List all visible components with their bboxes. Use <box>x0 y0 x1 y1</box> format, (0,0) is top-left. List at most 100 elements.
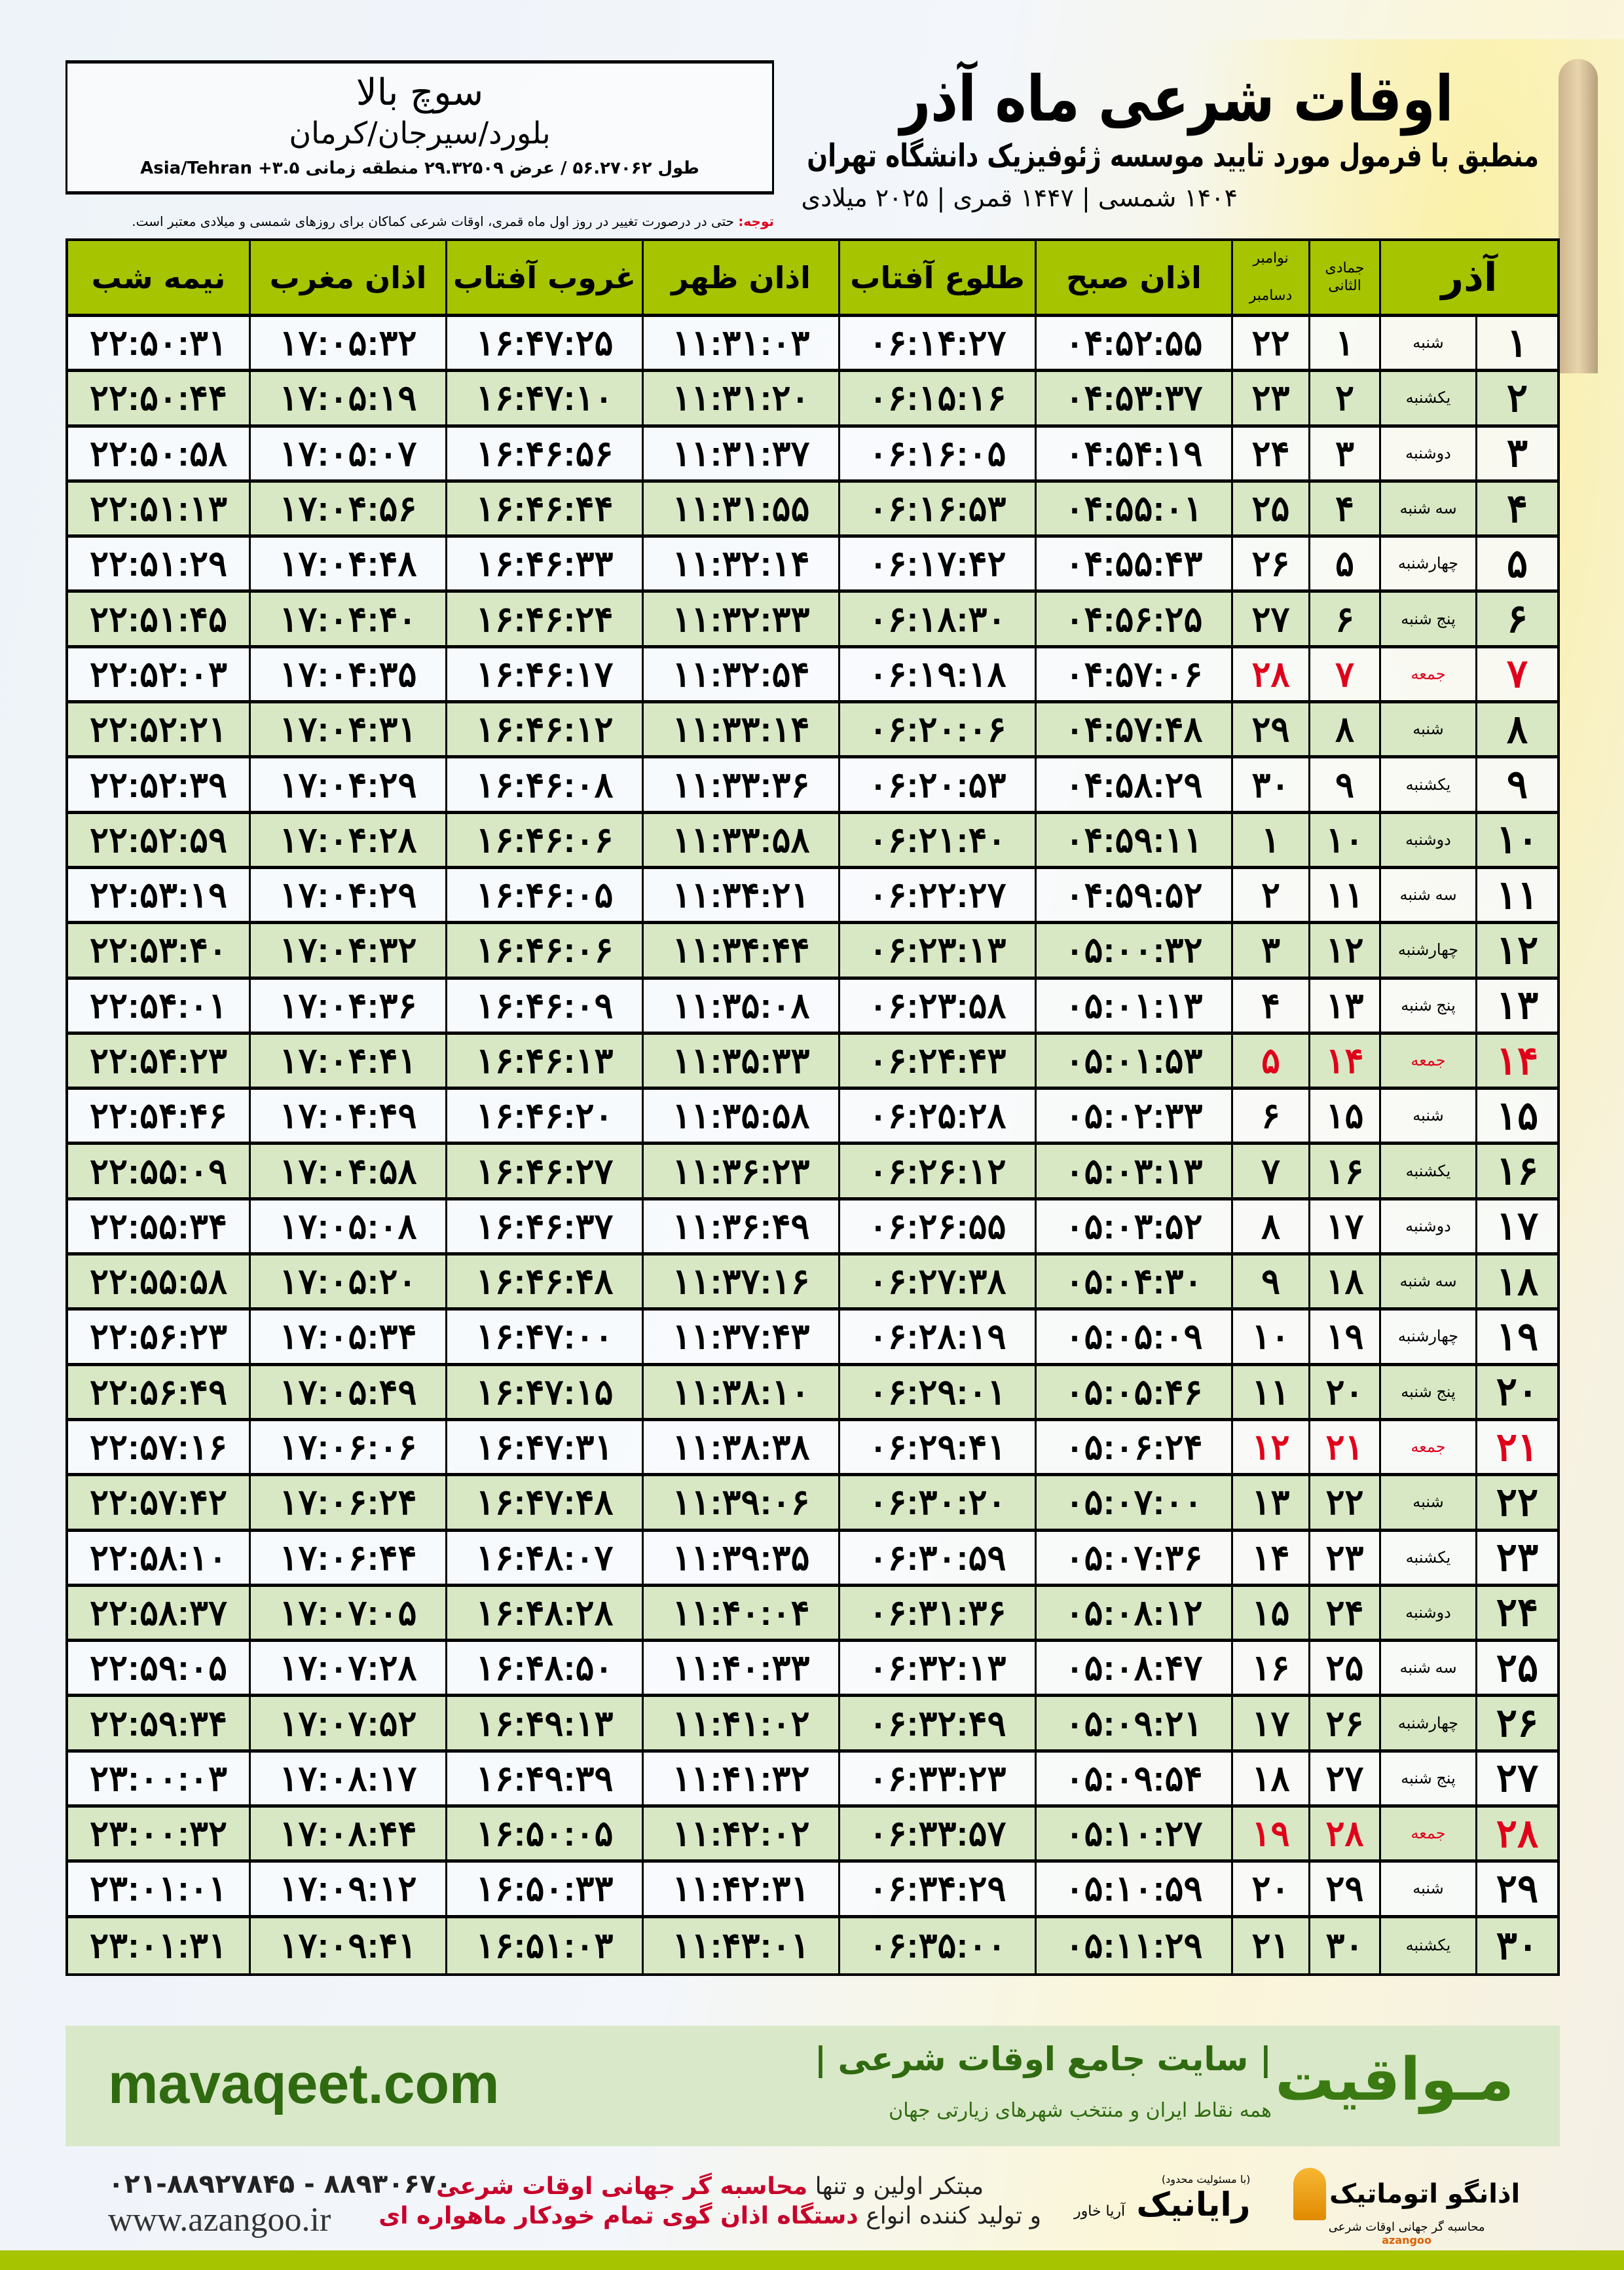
cell-dhuhr: ۱۱:۳۵:۳۳ <box>642 1034 838 1087</box>
cell-sunrise: ۰۶:۳۱:۳۶ <box>838 1586 1035 1639</box>
cell-gregorian: ۲۲ <box>1231 317 1308 369</box>
cell-fajr: ۰۵:۰۰:۳۲ <box>1035 924 1231 977</box>
banner-slogan-secondary: همه نقاط ایران و منتخب شهرهای زیارتی جها… <box>889 2099 1272 2122</box>
cell-fajr: ۰۴:۵۴:۱۹ <box>1035 427 1231 479</box>
cell-weekday: جمعه <box>1379 1808 1475 1860</box>
cell-dhuhr: ۱۱:۳۳:۳۶ <box>642 758 838 811</box>
cell-midnight: ۲۲:۵۸:۳۷ <box>90 1593 227 1633</box>
cell-hijri: ۸ <box>1308 703 1379 756</box>
cell-gregorian: ۷ <box>1231 1145 1308 1197</box>
cell-gregorian: ۳ <box>1231 924 1308 977</box>
cell-gregorian: ۱۲ <box>1231 1421 1308 1474</box>
cell-dhuhr: ۱۱:۳۱:۰۳ <box>642 317 838 369</box>
table-header: آذر جمادی الثانی نوامبر دسامبر اذان صبح ط… <box>68 241 1557 317</box>
cell-weekday: چهارشنبه <box>1379 538 1475 590</box>
cell-sunset: ۱۶:۴۶:۳۷ <box>445 1200 642 1253</box>
cell-maghrib: ۱۷:۰۴:۳۲ <box>249 924 445 977</box>
cell-sunrise: ۰۶:۳۰:۲۰ <box>838 1476 1035 1529</box>
cell-gregorian: ۲۵ <box>1231 482 1308 535</box>
cell-fajr: ۰۵:۰۷:۰۰ <box>1035 1476 1231 1529</box>
cell-weekday: یکشنبه <box>1379 372 1475 424</box>
cell-sunset: ۱۶:۴۸:۲۸ <box>445 1586 642 1639</box>
cell-hijri: ۳ <box>1308 427 1379 479</box>
ad-line2-highlight: دستگاه اذان گوی تمام خودکار ماهواره ای <box>378 2203 858 2229</box>
table-row: ۲۹ شنبه ۲۹ ۲۰ ۰۵:۱۰:۵۹ ۰۶:۳۴:۲۹ ۱۱:۴۲:۳۱ ۱۶:۵۰:… <box>68 1863 1557 1918</box>
cell-hijri: ۱۴ <box>1308 1034 1379 1087</box>
note: توجه: حتی در درصورت تغییر در روز اول ماه… <box>65 214 774 229</box>
cell-hijri: ۲۳ <box>1308 1531 1379 1584</box>
cell-gregorian: ۱ <box>1231 813 1308 866</box>
cell-dhuhr: ۱۱:۳۹:۰۶ <box>642 1476 838 1529</box>
cell-day: ۲۵ <box>1475 1642 1557 1694</box>
cell-sunset: ۱۶:۴۹:۳۹ <box>445 1752 642 1805</box>
cell-sunrise: ۰۶:۳۳:۲۳ <box>838 1752 1035 1805</box>
cell-dhuhr: ۱۱:۳۱:۲۰ <box>642 372 838 424</box>
cell-sunset: ۱۶:۵۱:۰۳ <box>445 1918 642 1973</box>
cell-sunrise: ۰۶:۱۵:۱۶ <box>838 372 1035 424</box>
cell-gregorian: ۲۳ <box>1231 372 1308 424</box>
cell-weekday: یکشنبه <box>1379 1531 1475 1584</box>
cell-gregorian: ۲۱ <box>1231 1918 1308 1973</box>
cell-maghrib: ۱۷:۰۴:۵۸ <box>249 1145 445 1197</box>
cell-hijri: ۱۶ <box>1308 1145 1379 1197</box>
cell-midnight: ۲۲:۵۸:۱۰ <box>90 1538 227 1578</box>
cell-sunset: ۱۶:۴۶:۵۶ <box>445 427 642 479</box>
cell-midnight: ۲۲:۵۹:۳۴ <box>90 1703 227 1743</box>
cell-midnight: ۲۲:۵۲:۳۹ <box>90 765 227 805</box>
cell-maghrib: ۱۷:۰۵:۲۰ <box>249 1256 445 1308</box>
cell-fajr: ۰۵:۰۳:۱۳ <box>1035 1145 1231 1197</box>
cell-maghrib: ۱۷:۰۴:۵۶ <box>249 482 445 535</box>
cell-sunrise: ۰۶:۳۲:۴۹ <box>838 1697 1035 1749</box>
year-line: ۱۴۰۴ شمسی | ۱۴۴۷ قمری | ۲۰۲۵ میلادی <box>801 183 1238 212</box>
cell-hijri: ۷ <box>1308 648 1379 701</box>
cell-fajr: ۰۵:۰۷:۳۶ <box>1035 1531 1231 1584</box>
cell-midnight: ۲۳:۰۰:۳۲ <box>90 1814 227 1854</box>
header-sunset: غروب آفتاب <box>445 241 642 314</box>
rayanik-name: رایانیک <box>1136 2186 1251 2223</box>
cell-fajr: ۰۵:۱۰:۲۷ <box>1035 1808 1231 1860</box>
cell-sunset: ۱۶:۴۶:۲۴ <box>445 593 642 645</box>
cell-day: ۱۸ <box>1475 1256 1557 1308</box>
cell-sunrise: ۰۶:۱۹:۱۸ <box>838 648 1035 701</box>
cell-fajr: ۰۴:۵۷:۴۸ <box>1035 703 1231 756</box>
cell-sunset: ۱۶:۴۷:۲۵ <box>445 317 642 369</box>
cell-gregorian: ۲۹ <box>1231 703 1308 756</box>
table-row: ۲۰ پنج شنبه ۲۰ ۱۱ ۰۵:۰۵:۴۶ ۰۶:۲۹:۰۱ ۱۱:۳۸:۱۰ ۱۶… <box>68 1366 1557 1421</box>
site-link[interactable]: mavaqeet.com <box>108 2053 500 2115</box>
azangoo-latin: azangoo <box>1382 2234 1431 2246</box>
table-row: ۲۷ پنج شنبه ۲۷ ۱۸ ۰۵:۰۹:۵۴ ۰۶:۳۳:۲۳ ۱۱:۴۱:۳۲ ۱۶… <box>68 1752 1557 1808</box>
prayer-times-table: آذر جمادی الثانی نوامبر دسامبر اذان صبح ط… <box>65 238 1560 1976</box>
cell-hijri: ۲۰ <box>1308 1366 1379 1418</box>
cell-gregorian: ۱۸ <box>1231 1752 1308 1805</box>
header-azar: آذر <box>1379 241 1557 314</box>
cell-weekday: یکشنبه <box>1379 758 1475 811</box>
cell-sunset: ۱۶:۴۶:۰۸ <box>445 758 642 811</box>
azangoo-link[interactable]: www.azangoo.ir <box>108 2201 331 2239</box>
cell-hijri: ۶ <box>1308 593 1379 645</box>
cell-weekday: دوشنبه <box>1379 813 1475 866</box>
cell-sunrise: ۰۶:۳۲:۱۳ <box>838 1642 1035 1694</box>
cell-hijri: ۲۱ <box>1308 1421 1379 1474</box>
cell-day: ۴ <box>1475 482 1557 535</box>
cell-hijri: ۱۲ <box>1308 924 1379 977</box>
ad-line1: مبتکر اولین و تنها <box>807 2173 984 2200</box>
cell-fajr: ۰۵:۱۱:۲۹ <box>1035 1918 1231 1973</box>
cell-gregorian: ۱۵ <box>1231 1586 1308 1639</box>
cell-dhuhr: ۱۱:۳۷:۱۶ <box>642 1256 838 1308</box>
table-row: ۶ پنج شنبه ۶ ۲۷ ۰۴:۵۶:۲۵ ۰۶:۱۸:۳۰ ۱۱:۳۲:۳۳ ۱۶:۴… <box>68 593 1557 648</box>
cell-maghrib: ۱۷:۰۵:۴۹ <box>249 1366 445 1418</box>
cell-sunrise: ۰۶:۳۰:۵۹ <box>838 1531 1035 1584</box>
cell-maghrib: ۱۷:۰۵:۱۹ <box>249 372 445 424</box>
cell-hijri: ۲۷ <box>1308 1752 1379 1805</box>
table-row: ۲۲ شنبه ۲۲ ۱۳ ۰۵:۰۷:۰۰ ۰۶:۳۰:۲۰ ۱۱:۳۹:۰۶ ۱۶:۴۷:… <box>68 1476 1557 1532</box>
cell-dhuhr: ۱۱:۴۲:۳۱ <box>642 1863 838 1915</box>
cell-fajr: ۰۴:۵۵:۴۳ <box>1035 538 1231 590</box>
cell-day: ۱۹ <box>1475 1311 1557 1363</box>
header-hijri-label: جمادی الثانی <box>1325 260 1365 294</box>
cell-midnight: ۲۲:۵۵:۵۸ <box>90 1262 227 1302</box>
header-dhuhr: اذان ظهر <box>642 241 838 314</box>
cell-gregorian: ۱۶ <box>1231 1642 1308 1694</box>
cell-fajr: ۰۵:۰۶:۲۴ <box>1035 1421 1231 1474</box>
cell-sunrise: ۰۶:۱۸:۳۰ <box>838 593 1035 645</box>
cell-weekday: شنبه <box>1379 317 1475 369</box>
